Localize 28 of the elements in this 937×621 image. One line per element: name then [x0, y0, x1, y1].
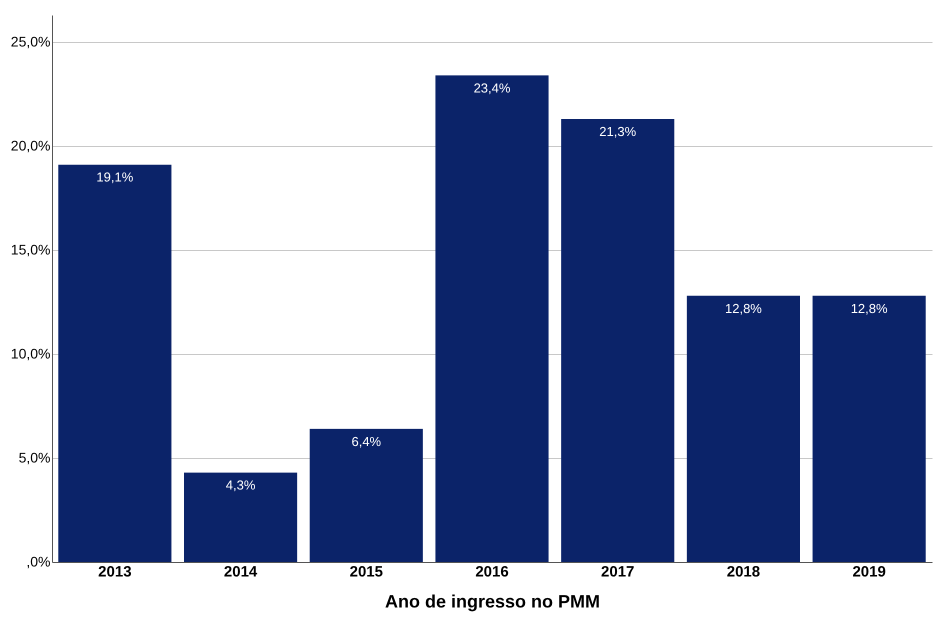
data-label: 12,8%	[724, 300, 762, 316]
x-tick-label: 2014	[224, 564, 258, 580]
y-tick-label: 5,0%	[18, 450, 50, 466]
bar	[561, 118, 674, 562]
data-label: 4,3%	[226, 478, 256, 493]
x-tick-label: 2013	[98, 564, 132, 580]
data-label: 19,1%	[96, 170, 134, 185]
x-tick-label: 2018	[726, 564, 760, 580]
bar	[435, 75, 549, 562]
data-label: 6,4%	[351, 434, 382, 449]
bar	[310, 428, 423, 562]
bar	[686, 296, 800, 562]
bar	[184, 472, 298, 562]
y-tick-label: 25,0%	[10, 34, 50, 50]
x-tick-label: 2016	[475, 564, 509, 580]
y-tick-label: ,0%	[26, 554, 50, 570]
y-tick-label: 10,0%	[10, 346, 50, 362]
bar	[812, 296, 926, 562]
x-axis-title: Ano de ingresso no PMM	[384, 592, 600, 612]
data-label: 12,8%	[850, 300, 888, 316]
y-tick-label: 20,0%	[10, 138, 50, 154]
x-tick-label: 2019	[852, 564, 886, 580]
data-label: 23,4%	[474, 80, 511, 96]
y-tick-label: 15,0%	[10, 242, 50, 258]
x-tick-label: 2015	[350, 564, 383, 580]
data-label: 21,3%	[599, 124, 637, 139]
bar	[58, 164, 172, 562]
x-tick-label: 2017	[601, 564, 634, 580]
